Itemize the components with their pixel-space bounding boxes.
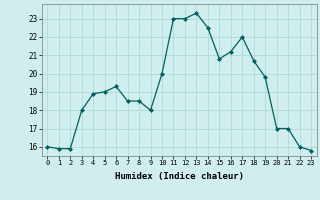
X-axis label: Humidex (Indice chaleur): Humidex (Indice chaleur) [115, 172, 244, 181]
